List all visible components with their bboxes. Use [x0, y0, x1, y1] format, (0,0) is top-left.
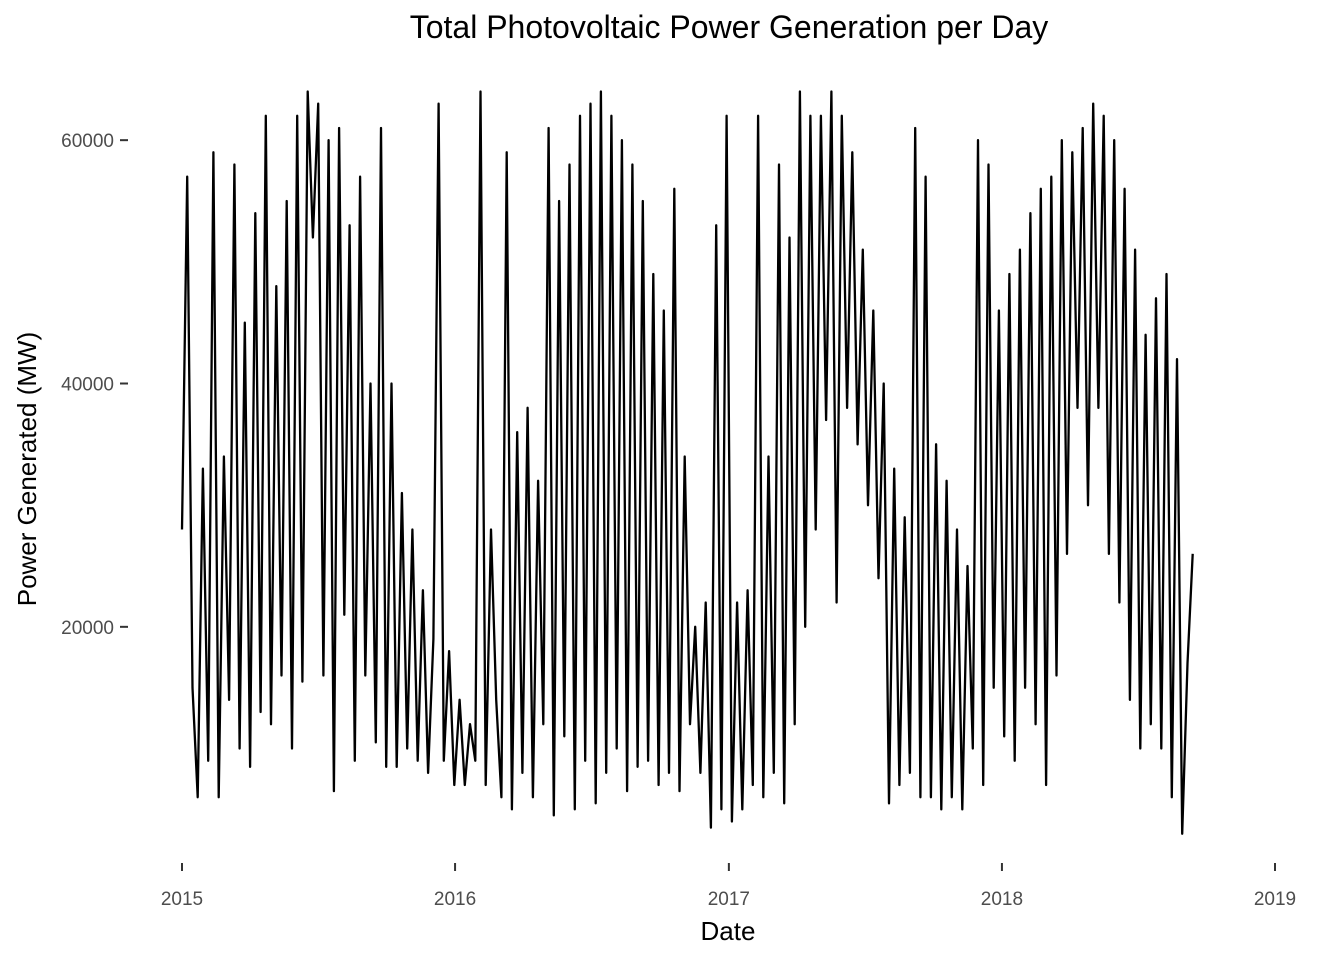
y-tick-label: 60000 — [61, 131, 114, 152]
chart-title: Total Photovoltaic Power Generation per … — [410, 9, 1049, 45]
plot-panel — [180, 90, 1194, 835]
x-tick-label: 2015 — [161, 889, 203, 910]
x-tick-label: 2017 — [708, 889, 750, 910]
x-tick-label: 2016 — [434, 889, 476, 910]
y-tick-label: 20000 — [61, 618, 114, 639]
x-axis-title: Date — [701, 916, 756, 946]
x-axis: 2015 2016 2017 2018 2019 — [161, 863, 1296, 910]
series-line-0 — [180, 90, 1194, 835]
x-tick-label: 2018 — [981, 889, 1023, 910]
y-tick-label: 40000 — [61, 375, 114, 396]
y-axis: 20000 40000 60000 — [61, 131, 128, 639]
x-tick-label: 2019 — [1254, 889, 1296, 910]
y-axis-title: Power Generated (MW) — [12, 332, 42, 607]
